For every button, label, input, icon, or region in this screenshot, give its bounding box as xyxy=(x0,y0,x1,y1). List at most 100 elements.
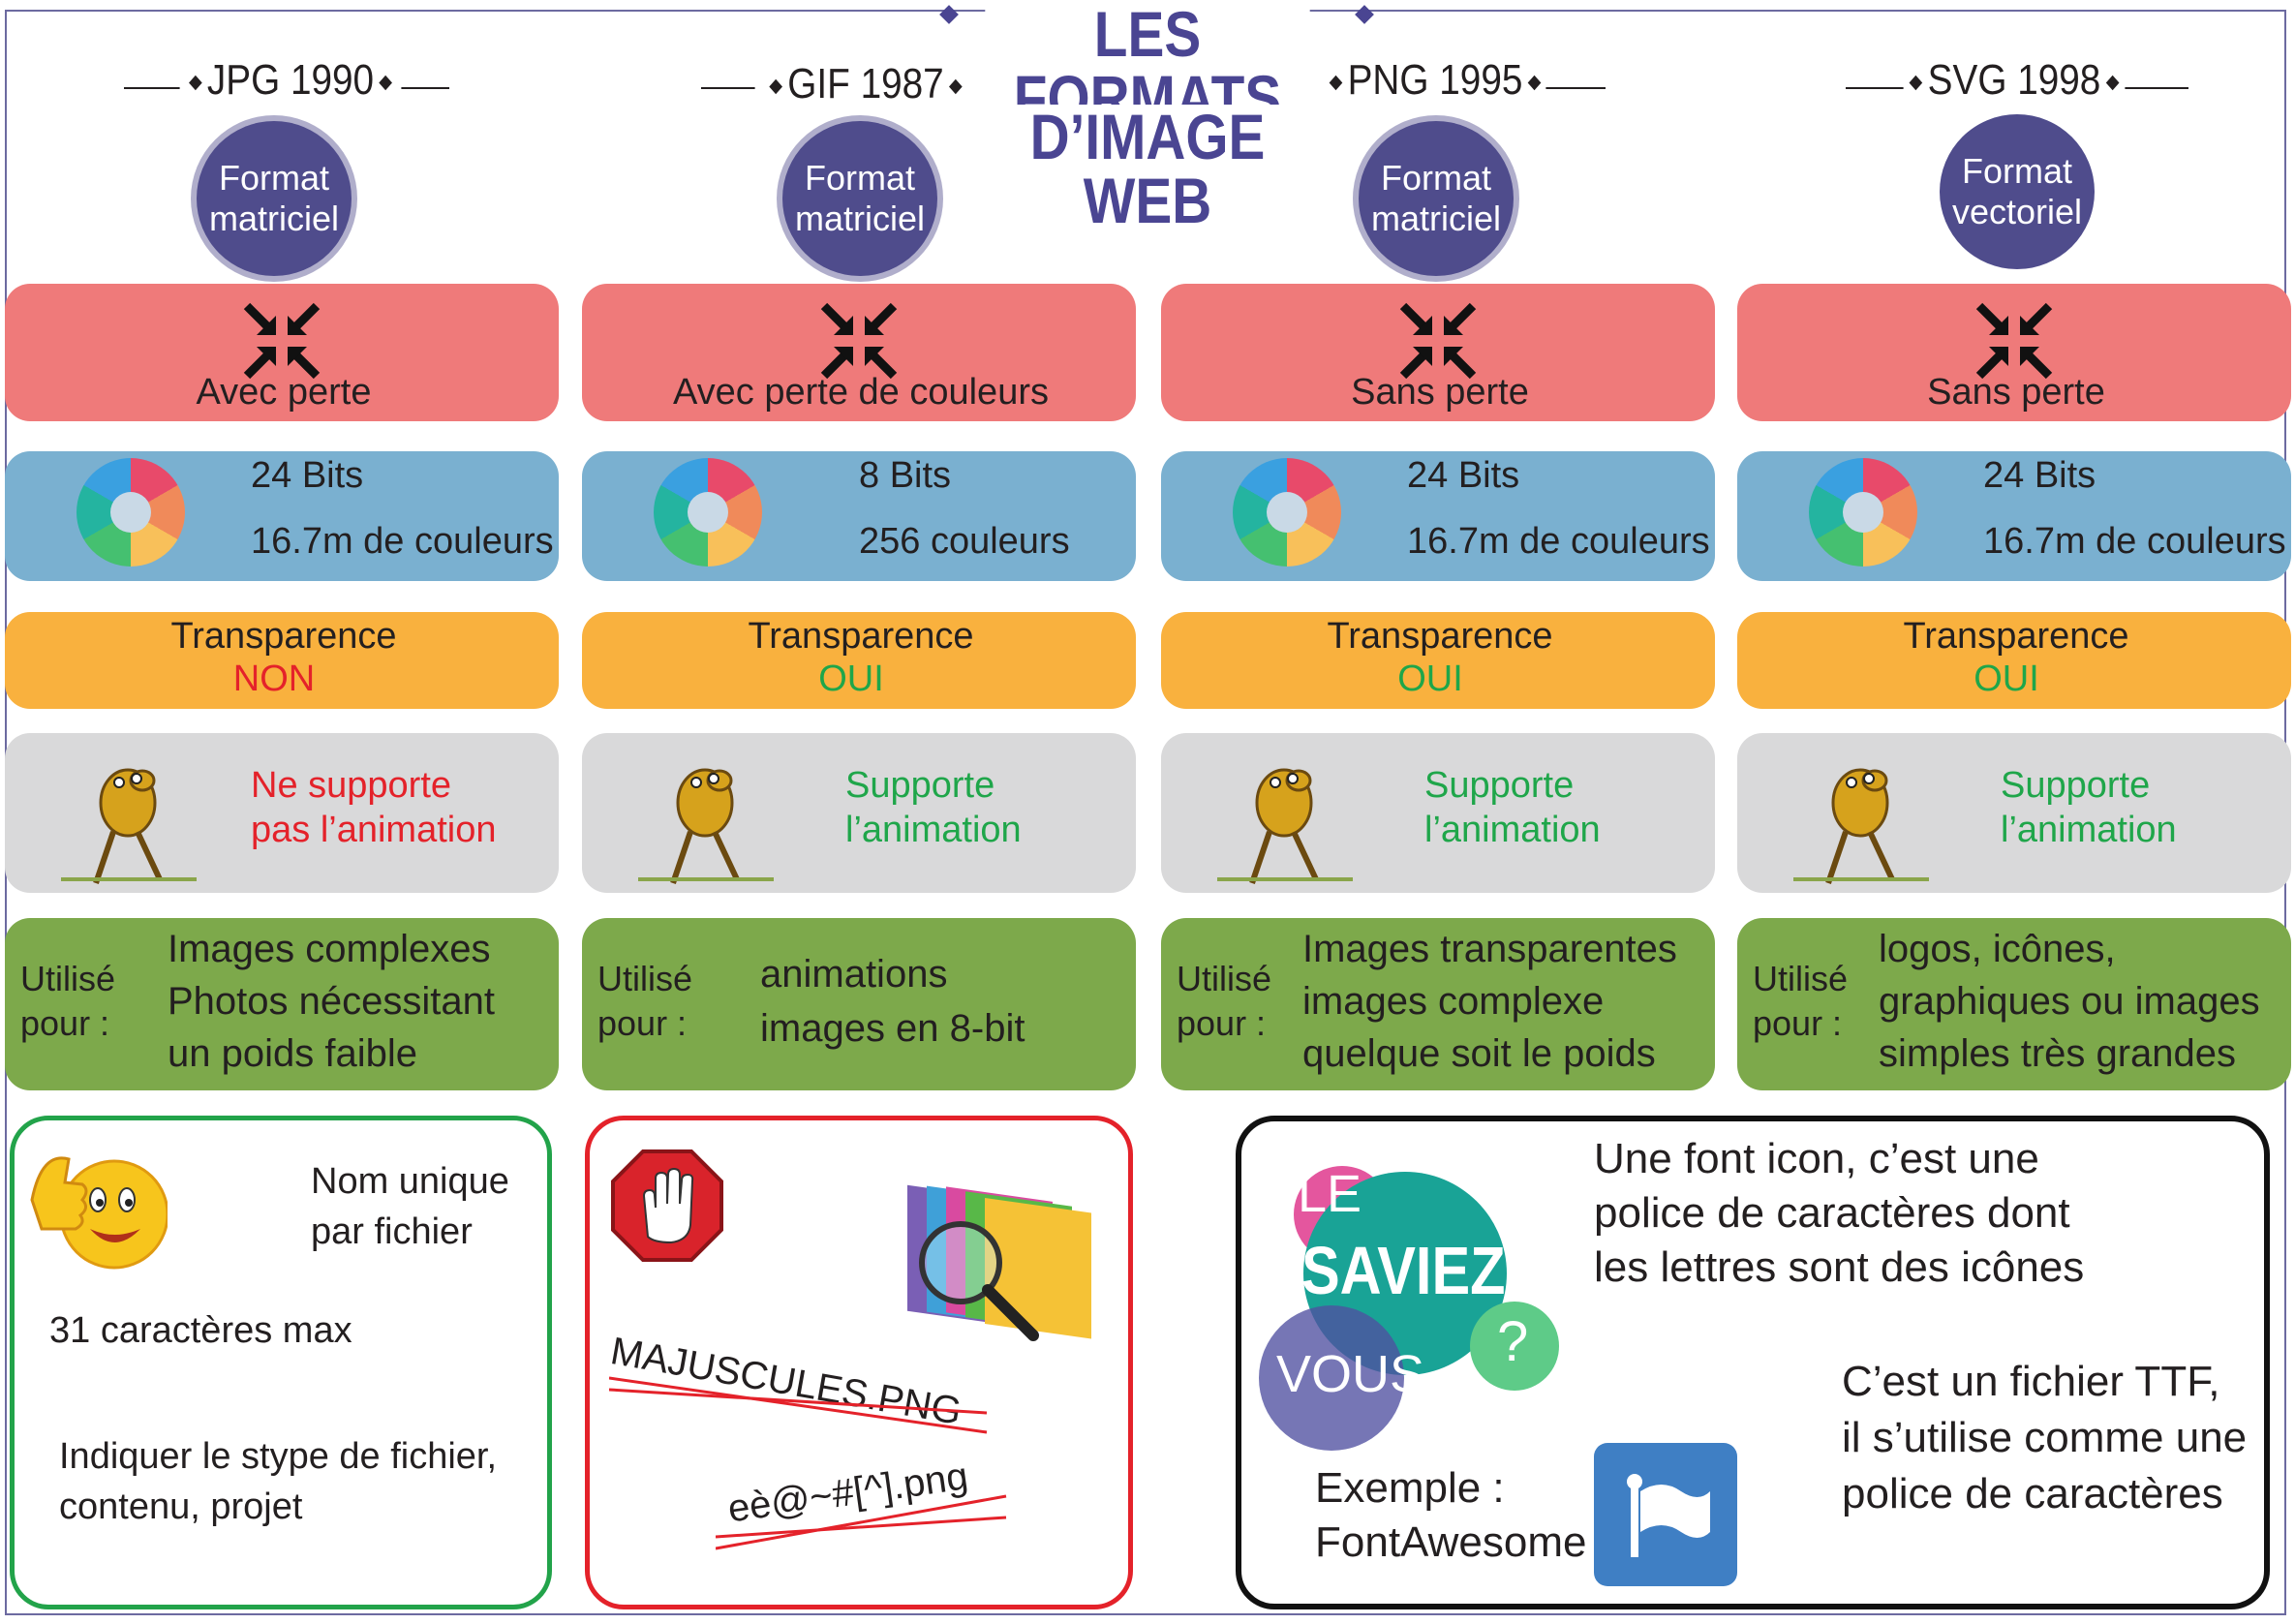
compression-band xyxy=(1737,284,2291,421)
rule-text: 31 caractères max xyxy=(49,1310,352,1351)
compress-arrows-icon xyxy=(243,302,321,380)
format-badge: Format vectoriel xyxy=(1940,114,2095,269)
transparency-label: Transparence xyxy=(748,616,974,657)
use-case-text: un poids faible xyxy=(168,1032,417,1075)
use-case-band xyxy=(5,918,559,1090)
compression-band xyxy=(582,284,1136,421)
use-case-text: images en 8-bit xyxy=(760,1007,1025,1050)
animation-text: l’animation xyxy=(1424,810,1601,850)
use-case-text: images complexe xyxy=(1302,980,1605,1023)
compression-label: Avec perte de couleurs xyxy=(673,372,1049,413)
use-case-label: Utilisé xyxy=(1177,959,1272,998)
color-count: 256 couleurs xyxy=(859,521,1070,562)
animation-band xyxy=(1161,733,1715,893)
use-case-band xyxy=(1161,918,1715,1090)
compression-label: Sans perte xyxy=(1351,372,1529,413)
naming-rules-card: Nom unique par fichier 31 caractères max… xyxy=(10,1116,552,1609)
use-case-band xyxy=(582,918,1136,1090)
transparency-value: NON xyxy=(232,659,316,699)
bits-value: 24 Bits xyxy=(1983,455,2096,496)
color-count: 16.7m de couleurs xyxy=(1983,521,2286,562)
animation-text: l’animation xyxy=(2001,810,2177,850)
use-case-label: pour : xyxy=(1753,1003,1843,1043)
info-text: police de caractères dont xyxy=(1594,1189,2070,1237)
color-wheel-icon xyxy=(654,458,762,567)
transparency-band xyxy=(582,612,1136,709)
compression-band xyxy=(1161,284,1715,421)
compression-band xyxy=(5,284,559,421)
use-case-label: pour : xyxy=(1177,1003,1267,1043)
did-you-know-card: LE SAVIEZ VOUS ? Une font icon, c’est un… xyxy=(1236,1116,2270,1609)
strike-through-marks xyxy=(716,1494,1007,1550)
compress-arrows-icon xyxy=(820,302,898,380)
use-case-label: Utilisé xyxy=(1753,959,1849,998)
ground-line xyxy=(1217,877,1353,881)
bubble-text-saviez: SAVIEZ xyxy=(1301,1233,1506,1308)
transparency-label: Transparence xyxy=(170,616,397,657)
color-wheel-icon xyxy=(1233,458,1341,567)
animation-text: Supporte xyxy=(2001,765,2151,806)
animation-text: l’animation xyxy=(845,810,1022,850)
info-text: il s’utilise comme une xyxy=(1842,1414,2248,1461)
use-case-label: Utilisé xyxy=(597,959,693,998)
compress-arrows-icon xyxy=(1399,302,1477,380)
use-case-label: pour : xyxy=(597,1003,688,1043)
forbidden-names-card: MAJUSCULES.PNG eè@~#[^].png xyxy=(585,1116,1133,1609)
column-header-jpg: JPG 1990 xyxy=(179,56,402,105)
format-badge: Format matriciel xyxy=(197,121,352,276)
thumbs-up-smiley-icon xyxy=(30,1156,168,1270)
jake-dog-icon xyxy=(1249,768,1319,884)
jake-dog-icon xyxy=(93,768,163,884)
use-case-band xyxy=(1737,918,2291,1090)
bubble-vous xyxy=(1259,1305,1404,1451)
rule-text: Indiquer le stype de fichier, xyxy=(59,1436,498,1477)
column-header-png: PNG 1995 xyxy=(1324,56,1546,105)
transparency-label: Transparence xyxy=(1903,616,2129,657)
animation-text: Supporte xyxy=(845,765,995,806)
use-case-text: quelque soit le poids xyxy=(1302,1032,1656,1075)
rule-text: Nom unique xyxy=(311,1161,509,1202)
column-header-svg: SVG 1998 xyxy=(1903,56,2126,105)
rule-text: contenu, projet xyxy=(59,1486,303,1527)
bubble-text-question: ? xyxy=(1497,1310,1529,1373)
animation-band xyxy=(582,733,1136,893)
transparency-value: OUI xyxy=(818,659,884,699)
bits-value: 8 Bits xyxy=(859,455,952,496)
page-title-line2: D’IMAGE WEB xyxy=(985,105,1310,232)
format-badge: Format matriciel xyxy=(1359,121,1514,276)
column-header-gif: GIF 1987 xyxy=(754,60,977,108)
use-case-label: pour : xyxy=(20,1003,110,1043)
bits-value: 24 Bits xyxy=(1407,455,1520,496)
compress-arrows-icon xyxy=(1975,302,2053,380)
compression-label: Avec perte xyxy=(196,372,372,413)
folders-magnifier-icon xyxy=(907,1184,1091,1341)
example-name: FontAwesome xyxy=(1315,1518,1587,1566)
color-wheel-icon xyxy=(1809,458,1917,567)
use-case-text: simples très grandes xyxy=(1879,1032,2237,1075)
transparency-label: Transparence xyxy=(1327,616,1553,657)
bubble-text-le: LE xyxy=(1298,1165,1362,1223)
ground-line xyxy=(1793,877,1929,881)
bits-value: 24 Bits xyxy=(251,455,364,496)
info-text: les lettres sont des icônes xyxy=(1594,1243,2085,1291)
ground-line xyxy=(61,877,197,881)
rule-text: par fichier xyxy=(311,1211,473,1252)
use-case-text: Images transparentes xyxy=(1302,928,1677,970)
animation-text: Supporte xyxy=(1424,765,1575,806)
info-text: C’est un fichier TTF, xyxy=(1842,1358,2220,1405)
color-count: 16.7m de couleurs xyxy=(251,521,554,562)
use-case-label: Utilisé xyxy=(20,959,116,998)
use-case-text: logos, icônes, xyxy=(1879,928,2116,970)
jake-dog-icon xyxy=(1825,768,1895,884)
animation-band xyxy=(5,733,559,893)
example-label: Exemple : xyxy=(1315,1464,1505,1512)
flag-icon xyxy=(1594,1443,1737,1586)
stop-hand-icon xyxy=(611,1149,723,1262)
transparency-band xyxy=(1737,612,2291,709)
bubble-question xyxy=(1470,1302,1559,1391)
jake-dog-icon xyxy=(670,768,740,884)
transparency-band xyxy=(1161,612,1715,709)
use-case-text: Images complexes xyxy=(168,928,491,970)
animation-text: pas l’animation xyxy=(251,810,497,850)
transparency-value: OUI xyxy=(1397,659,1463,699)
